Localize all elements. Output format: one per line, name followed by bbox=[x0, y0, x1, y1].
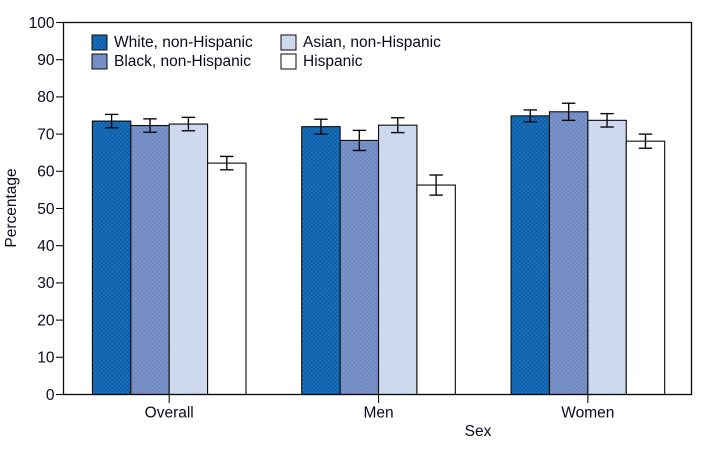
svg-text:Sex: Sex bbox=[465, 423, 492, 440]
svg-text:100: 100 bbox=[29, 15, 55, 32]
svg-text:Hispanic: Hispanic bbox=[303, 53, 363, 70]
svg-text:White, non-Hispanic: White, non-Hispanic bbox=[114, 34, 253, 51]
svg-text:80: 80 bbox=[37, 89, 55, 106]
svg-text:50: 50 bbox=[37, 201, 55, 218]
svg-text:20: 20 bbox=[37, 312, 55, 329]
svg-text:30: 30 bbox=[37, 275, 55, 292]
svg-text:Asian, non-Hispanic: Asian, non-Hispanic bbox=[303, 34, 441, 51]
svg-text:Overall: Overall bbox=[145, 405, 194, 422]
svg-text:Men: Men bbox=[363, 405, 393, 422]
svg-text:Black, non-Hispanic: Black, non-Hispanic bbox=[114, 53, 251, 70]
svg-text:Percentage: Percentage bbox=[3, 168, 20, 247]
svg-text:60: 60 bbox=[37, 164, 55, 181]
svg-text:40: 40 bbox=[37, 238, 55, 255]
svg-text:90: 90 bbox=[37, 52, 55, 69]
svg-text:0: 0 bbox=[46, 387, 55, 404]
svg-text:Women: Women bbox=[561, 405, 614, 422]
svg-text:10: 10 bbox=[37, 350, 55, 367]
svg-text:70: 70 bbox=[37, 126, 55, 143]
